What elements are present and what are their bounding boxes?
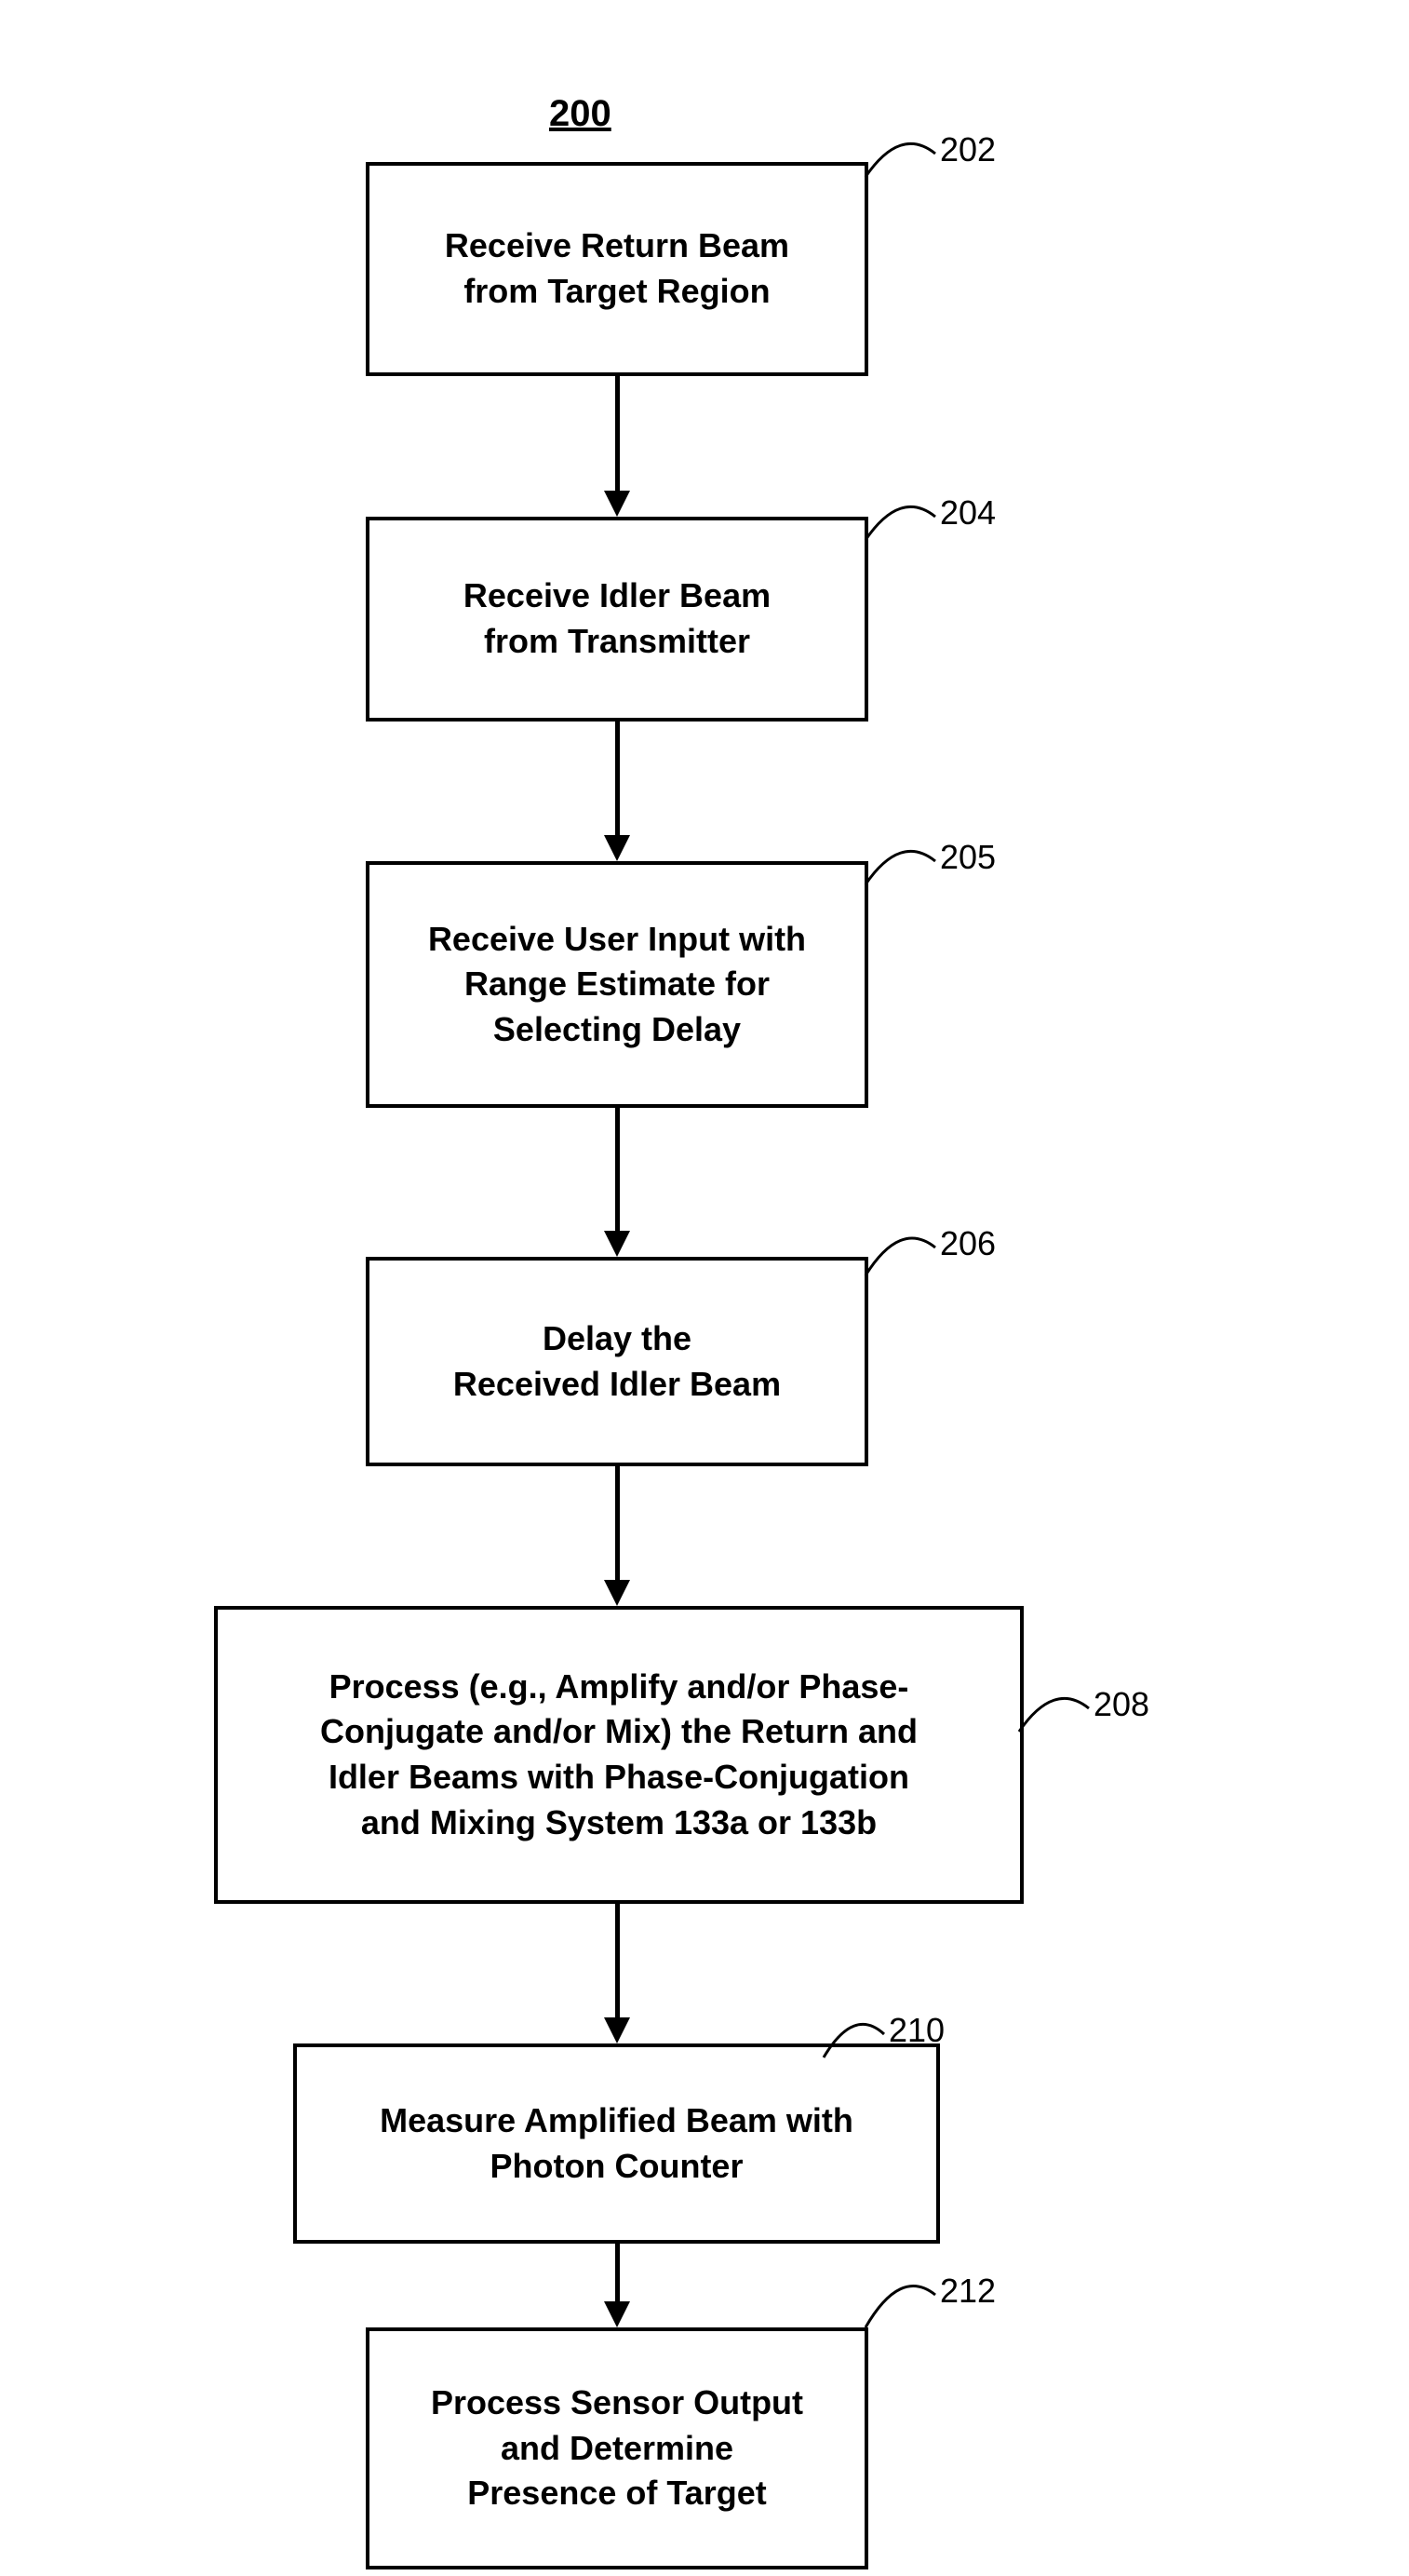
arrow-head-icon <box>604 2017 630 2043</box>
flowchart-step-b206: Delay theReceived Idler Beam <box>366 1257 868 1466</box>
flowchart-step-b202: Receive Return Beamfrom Target Region <box>366 162 868 376</box>
callout-curve <box>856 824 945 922</box>
reference-label-204: 204 <box>940 493 996 533</box>
reference-label-210: 210 <box>889 2011 945 2050</box>
reference-label-212: 212 <box>940 2272 996 2311</box>
arrow-line <box>615 1108 620 1234</box>
callout-curve <box>814 1997 893 2095</box>
callout-curve <box>856 479 945 577</box>
arrow-line <box>615 1466 620 1584</box>
arrow-head-icon <box>604 835 630 861</box>
flowchart-step-b208: Process (e.g., Amplify and/or Phase-Conj… <box>214 1606 1024 1904</box>
arrow-head-icon <box>604 1580 630 1606</box>
reference-label-205: 205 <box>940 838 996 877</box>
flowchart-canvas: 200 Receive Return Beamfrom Target Regio… <box>0 0 1409 2576</box>
callout-curve <box>1010 1671 1098 1769</box>
reference-label-206: 206 <box>940 1224 996 1263</box>
arrow-line <box>615 376 620 494</box>
flowchart-step-b212: Process Sensor Outputand DeterminePresen… <box>366 2327 868 2569</box>
reference-label-208: 208 <box>1094 1685 1149 1724</box>
arrow-line <box>615 722 620 839</box>
arrow-line <box>615 1904 620 2021</box>
callout-curve <box>856 116 945 214</box>
flowchart-step-b204: Receive Idler Beamfrom Transmitter <box>366 517 868 722</box>
arrow-head-icon <box>604 2301 630 2327</box>
callout-curve <box>856 1210 945 1313</box>
callout-curve <box>856 2258 945 2365</box>
figure-number: 200 <box>549 93 611 135</box>
arrow-head-icon <box>604 1231 630 1257</box>
arrow-head-icon <box>604 491 630 517</box>
reference-label-202: 202 <box>940 130 996 169</box>
arrow-line <box>615 2244 620 2305</box>
flowchart-step-b205: Receive User Input withRange Estimate fo… <box>366 861 868 1108</box>
